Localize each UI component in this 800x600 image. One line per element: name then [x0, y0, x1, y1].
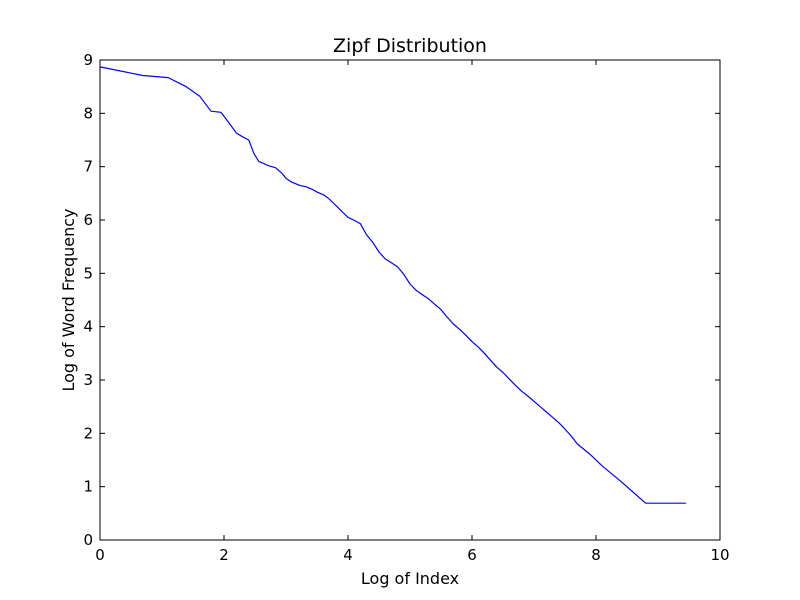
x-axis-label: Log of Index — [361, 569, 459, 588]
x-tick-label: 2 — [219, 546, 229, 564]
x-tick-label: 4 — [343, 546, 353, 564]
x-tick-label: 0 — [95, 546, 105, 564]
y-tick-label: 9 — [83, 51, 93, 69]
y-axis-label: Log of Word Frequency — [59, 208, 78, 391]
series-line-0 — [99, 66, 686, 504]
y-tick-label: 3 — [83, 371, 93, 389]
y-tick-label: 6 — [83, 211, 93, 229]
axes-frame — [99, 59, 721, 541]
y-tick-label: 1 — [83, 478, 93, 496]
y-tick-label: 0 — [83, 531, 93, 549]
y-tick-label: 5 — [83, 264, 93, 282]
axis-ticks: 0 2 4 6 8 10 0 1 2 3 4 5 6 7 8 9 — [83, 51, 729, 564]
chart-title: Zipf Distribution — [333, 35, 487, 57]
y-tick-label: 8 — [83, 104, 93, 122]
y-tick-label: 7 — [83, 158, 93, 176]
y-tick-label: 4 — [83, 318, 93, 336]
y-tick-label: 2 — [83, 424, 93, 442]
x-tick-label: 10 — [710, 546, 729, 564]
x-tick-label: 8 — [591, 546, 601, 564]
plot-area — [99, 66, 686, 504]
x-tick-label: 6 — [467, 546, 477, 564]
